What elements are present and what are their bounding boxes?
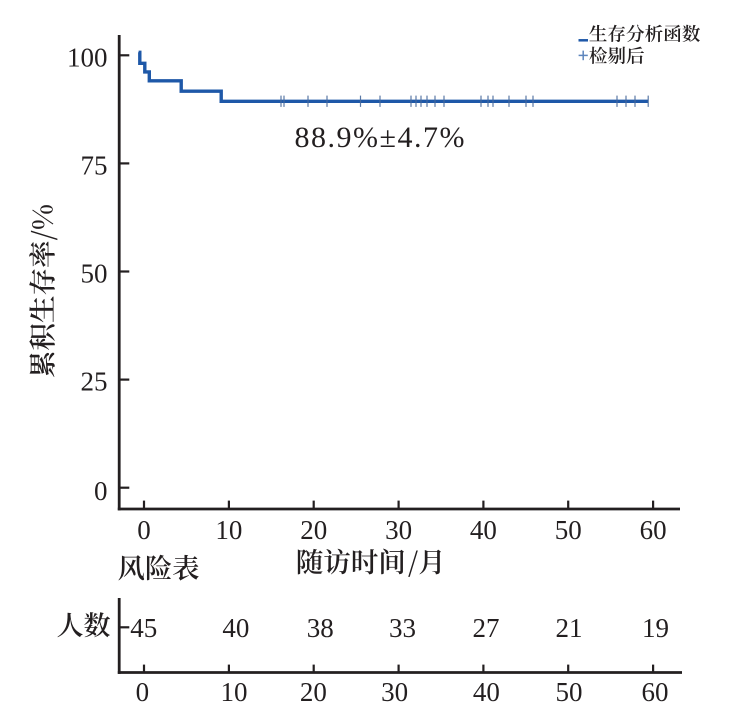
svg-text:50: 50 (81, 259, 108, 289)
svg-text:40: 40 (222, 613, 249, 643)
svg-text:30: 30 (385, 515, 412, 545)
svg-text:88.9%±4.7%: 88.9%±4.7% (295, 121, 466, 154)
svg-text:10: 10 (221, 677, 248, 707)
svg-text:21: 21 (556, 613, 583, 643)
svg-text:25: 25 (81, 367, 108, 397)
svg-text:20: 20 (300, 515, 327, 545)
svg-text:60: 60 (642, 677, 669, 707)
svg-text:0: 0 (136, 677, 150, 707)
svg-text:50: 50 (555, 515, 582, 545)
svg-text:60: 60 (640, 515, 667, 545)
svg-text:0: 0 (94, 476, 108, 506)
svg-text:38: 38 (307, 613, 334, 643)
svg-text:10: 10 (215, 515, 242, 545)
svg-text:100: 100 (67, 42, 108, 72)
svg-text:19: 19 (642, 613, 669, 643)
svg-text:27: 27 (473, 613, 500, 643)
svg-text:0: 0 (137, 515, 151, 545)
svg-text:75: 75 (81, 150, 108, 180)
svg-text:50: 50 (556, 677, 583, 707)
svg-text:40: 40 (473, 677, 500, 707)
svg-text:20: 20 (300, 677, 327, 707)
svg-text:30: 30 (381, 677, 408, 707)
svg-text:45: 45 (130, 613, 157, 643)
svg-text:40: 40 (470, 515, 497, 545)
svg-text:33: 33 (389, 613, 416, 643)
